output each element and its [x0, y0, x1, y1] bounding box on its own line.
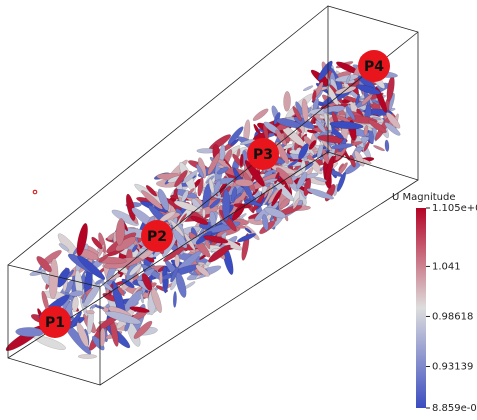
viewport: P1 P2 P3 P4 U Magnitude 1.105e+00 1.041 0.986… [0, 0, 477, 420]
tick-label: 1.041 [432, 261, 461, 272]
render-view: P1 P2 P3 P4 U Magnitude 1.105e+00 1.041 0.986… [0, 0, 477, 420]
vortex [78, 354, 97, 358]
tick-label: 0.93139 [432, 361, 473, 372]
vortex [373, 144, 385, 151]
vortex [95, 305, 105, 310]
vortex [283, 91, 291, 111]
tick-label: 1.105e+00 [432, 203, 477, 214]
vortex [303, 85, 314, 92]
colorbar [416, 208, 426, 408]
vortex [202, 209, 205, 218]
vortex [252, 107, 270, 123]
probe-point [33, 190, 37, 194]
colorbar-ticks: 1.105e+00 1.041 0.98618 0.93139 8.859e-01 [426, 203, 477, 414]
probe-label: P2 [147, 229, 167, 245]
vortex [173, 291, 177, 307]
tick-label: 8.859e-01 [432, 403, 477, 414]
probe-label: P4 [364, 59, 384, 75]
colorbar-title: U Magnitude [392, 192, 455, 203]
vortex [159, 272, 162, 284]
probe-label: P1 [45, 315, 65, 331]
probe-label: P3 [253, 147, 273, 163]
vortex [385, 140, 390, 152]
tick-label: 0.98618 [432, 311, 473, 322]
vortex [222, 190, 230, 222]
vortex [175, 254, 180, 267]
